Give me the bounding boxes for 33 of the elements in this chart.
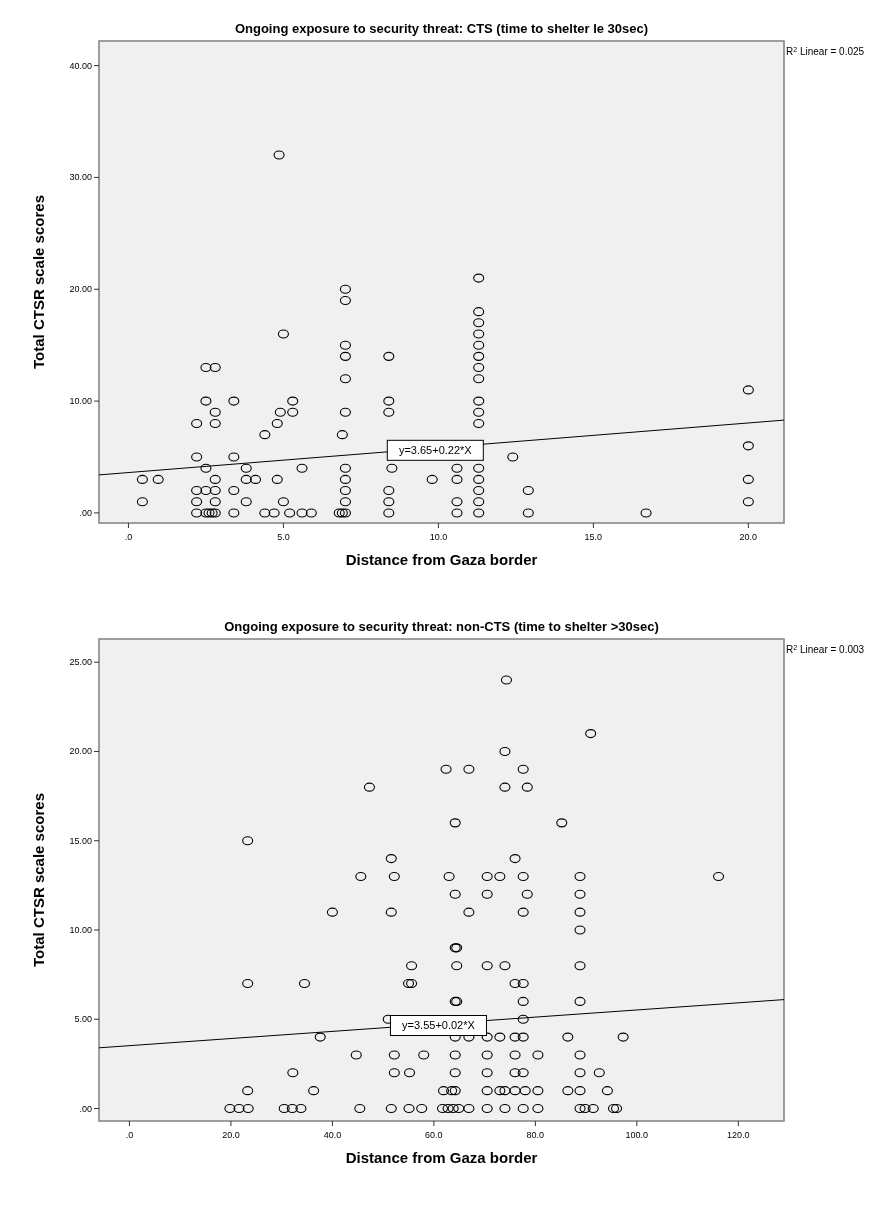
y-tick-label: 5.00	[74, 1014, 92, 1025]
text: R$^{2}$ Linear = 0.025	[786, 45, 865, 57]
x-tick-label: 15.0	[584, 532, 603, 542]
x-tick-label: 20.0	[222, 1130, 240, 1140]
y-tick-label: 20.00	[69, 746, 92, 757]
y-axis-title: Total CTSR scale scores	[30, 793, 47, 967]
x-tick-label: 20.0	[739, 532, 758, 542]
x-tick-label: 80.0	[526, 1130, 545, 1140]
y-tick-label: 10.00	[69, 924, 92, 935]
y-tick-label: .00	[79, 1103, 92, 1114]
chart-title: Ongoing exposure to security threat: non-CTS (time to shelter >30sec)	[224, 619, 659, 634]
x-tick-label: 100.0	[625, 1130, 649, 1140]
y-tick-label: 40.00	[69, 60, 92, 71]
x-tick-label: .0	[124, 532, 133, 542]
y-tick-label: .00	[79, 507, 92, 518]
x-tick-label: 40.0	[323, 1130, 342, 1140]
annotation: y=3.65+0.22*X	[398, 444, 473, 457]
x-tick-label: .0	[125, 1130, 134, 1140]
y-tick-label: 25.00	[69, 657, 92, 668]
y-tick-label: 15.00	[69, 835, 92, 846]
x-axis-title: Distance from Gaza border	[345, 551, 538, 568]
y-axis-title: Total CTSR scale scores	[30, 195, 47, 369]
x-axis-title: Distance from Gaza border	[345, 1149, 538, 1166]
y-tick-label: 20.00	[69, 284, 92, 295]
x-tick-label: 5.0	[277, 532, 290, 542]
x-tick-label: 60.0	[425, 1130, 443, 1140]
x-tick-label: 120.0	[727, 1130, 750, 1140]
annotation: y=3.55+0.02*X	[402, 1019, 476, 1032]
y-tick-label: 30.00	[69, 172, 92, 183]
text: R$^{2}$ Linear = 0.003	[786, 643, 865, 655]
y-tick-label: 10.00	[69, 396, 92, 407]
x-tick-label: 10.0	[429, 532, 448, 542]
chart-title: Ongoing exposure to security threat: CTS (time to shelter le 30sec)	[234, 21, 649, 36]
